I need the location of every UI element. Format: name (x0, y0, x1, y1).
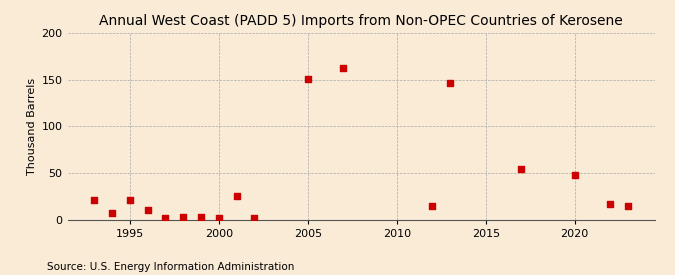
Point (178, 215, 188, 219)
Point (622, 204, 633, 208)
Point (427, 204, 437, 208)
Point (605, 202, 616, 206)
Point (249, 216, 260, 220)
Point (107, 211, 117, 216)
Point (213, 216, 224, 220)
Text: Source: U.S. Energy Information Administration: Source: U.S. Energy Information Administ… (47, 262, 294, 272)
Point (445, 80, 456, 85)
Title: Annual West Coast (PADD 5) Imports from Non-OPEC Countries of Kerosene: Annual West Coast (PADD 5) Imports from … (99, 14, 623, 28)
Point (124, 198, 135, 203)
Point (338, 65, 349, 70)
Point (142, 208, 153, 212)
Point (196, 215, 207, 219)
Point (231, 194, 242, 198)
Point (569, 173, 580, 177)
Point (89, 198, 100, 203)
Point (160, 216, 171, 220)
Y-axis label: Thousand Barrels: Thousand Barrels (28, 78, 37, 175)
Point (302, 77, 313, 81)
Point (516, 166, 526, 171)
